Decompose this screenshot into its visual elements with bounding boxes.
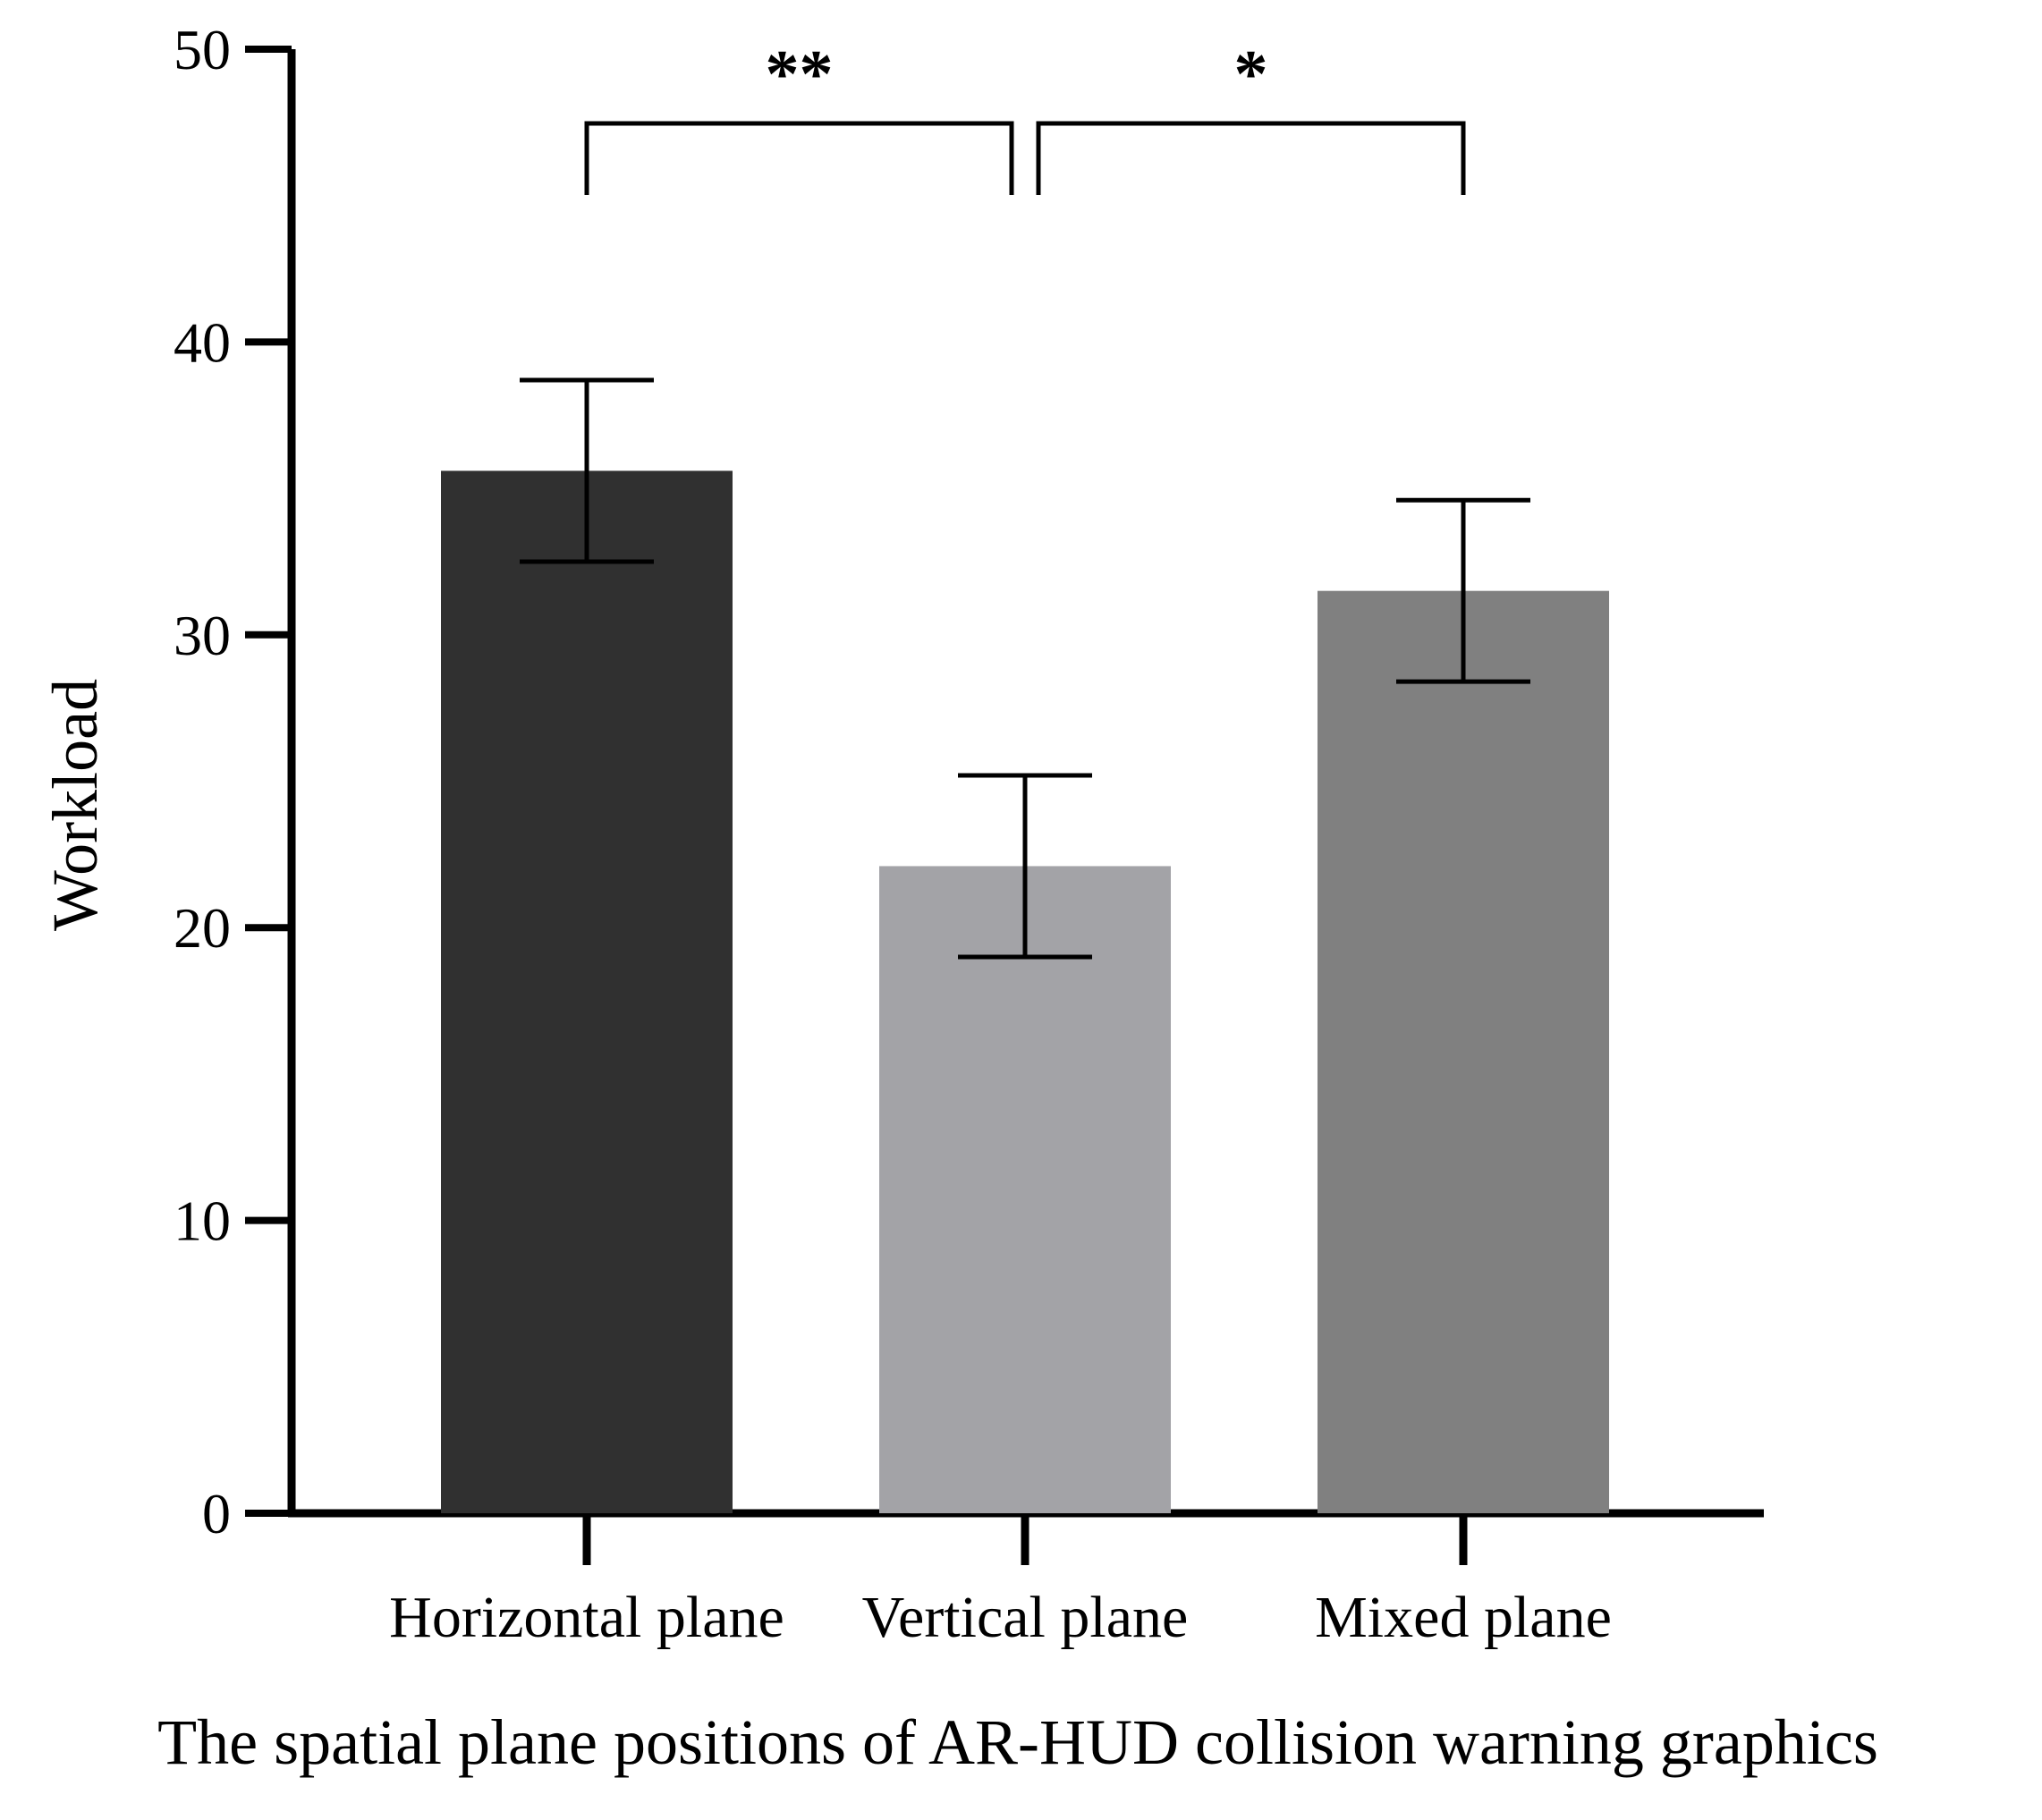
y-tick-label-0: 0: [202, 1482, 231, 1545]
significance-label-1: *: [1234, 37, 1268, 112]
y-tick-label-5: 50: [174, 18, 231, 81]
x-tick-label-2: Mixed plane: [1315, 1585, 1612, 1650]
x-axis-title: The spatial plane positions of AR-HUD co…: [157, 1706, 1878, 1778]
y-tick-label-1: 10: [174, 1189, 231, 1253]
x-tick-label-0: Horizontal plane: [389, 1585, 784, 1650]
y-axis-title: Workload: [39, 679, 111, 931]
bars-layer: [441, 470, 1609, 1514]
significance-bracket-0: [584, 121, 1014, 195]
x-tick-label-1: Vertical plane: [862, 1585, 1189, 1650]
bar-1: [879, 866, 1171, 1513]
bar-2: [1318, 590, 1609, 1514]
significance-label-0: **: [766, 37, 834, 112]
y-tick-label-3: 30: [174, 604, 231, 667]
y-tick-label-2: 20: [174, 896, 231, 960]
significance-layer: ** *: [584, 37, 1466, 195]
error-bars-layer: [520, 377, 1530, 960]
y-tick-label-4: 40: [174, 310, 231, 374]
bar-0: [441, 470, 733, 1513]
significance-bracket-1: [1036, 121, 1466, 195]
